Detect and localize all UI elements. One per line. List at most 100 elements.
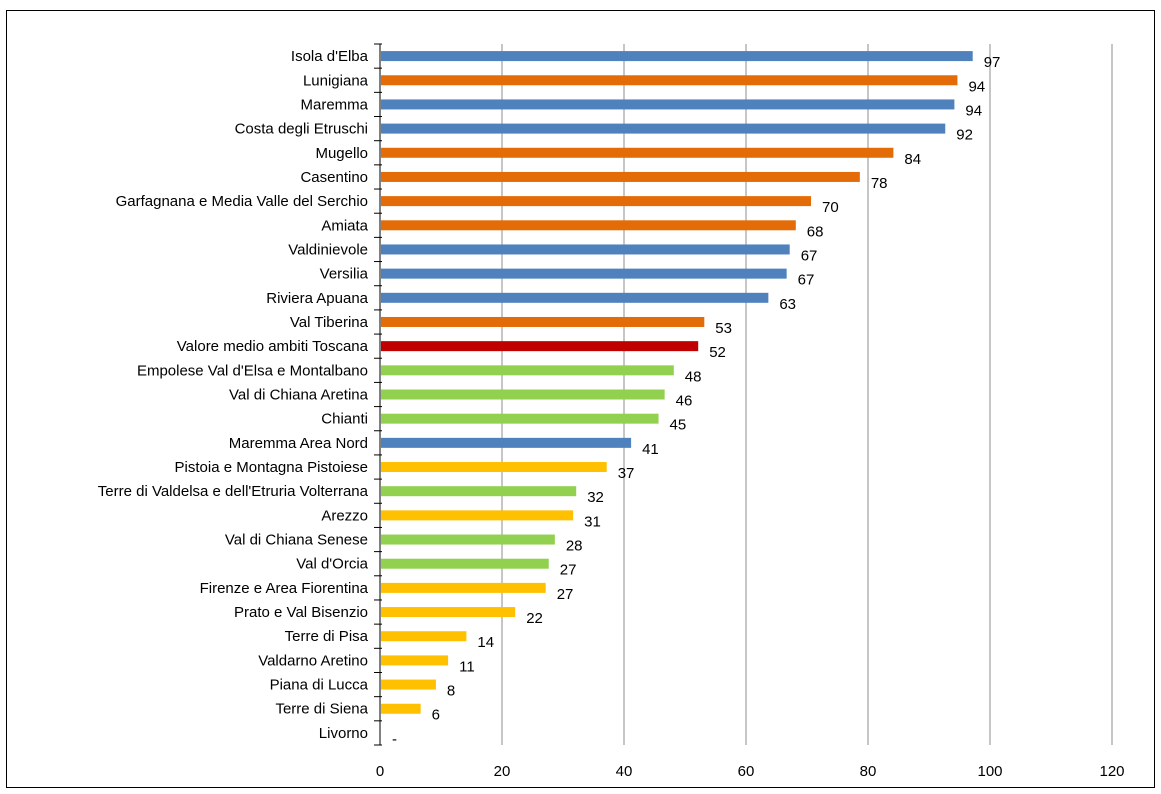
category-label: Versilia xyxy=(320,266,369,283)
bar xyxy=(381,462,607,473)
value-label: 22 xyxy=(526,610,543,627)
x-tick-label: 60 xyxy=(738,763,755,780)
value-label: 28 xyxy=(566,538,583,555)
bar xyxy=(381,486,577,497)
x-tick-label: 40 xyxy=(616,763,633,780)
value-labels: 9794949284787068676763535248464541373231… xyxy=(392,54,1000,748)
category-label: Riviera Apuana xyxy=(266,290,368,307)
category-label: Valdarno Aretino xyxy=(258,652,368,669)
category-label: Casentino xyxy=(300,169,368,186)
bar xyxy=(381,365,674,376)
bar xyxy=(381,655,449,666)
value-label: 70 xyxy=(822,199,839,216)
value-label: 6 xyxy=(432,707,440,724)
bar xyxy=(381,220,796,231)
value-label: 97 xyxy=(984,54,1001,71)
value-label: 68 xyxy=(807,223,824,240)
value-label: 41 xyxy=(642,441,659,458)
category-label: Isola d'Elba xyxy=(291,48,369,65)
value-label: 48 xyxy=(685,368,702,385)
bar xyxy=(381,582,546,593)
category-label: Livorno xyxy=(319,725,368,742)
category-label: Lunigiana xyxy=(303,72,369,89)
bar xyxy=(381,147,894,158)
value-label: 67 xyxy=(801,247,818,264)
bar xyxy=(381,679,436,690)
category-label: Terre di Pisa xyxy=(285,628,369,645)
bar xyxy=(381,75,958,86)
value-label: 94 xyxy=(965,102,982,119)
category-label: Valdinievole xyxy=(288,241,368,258)
value-label: 78 xyxy=(871,175,888,192)
bar-chart: Isola d'Elba Lunigiana Maremma Costa degli … xyxy=(98,43,1125,780)
x-tick-label: 100 xyxy=(977,763,1002,780)
category-label: Firenze e Area Fiorentina xyxy=(200,580,369,597)
category-label: Amiata xyxy=(321,217,368,234)
value-label: 63 xyxy=(779,296,796,313)
gridlines xyxy=(501,44,1113,745)
bar xyxy=(381,316,705,327)
category-label: Garfagnana e Media Valle del Serchio xyxy=(116,193,368,210)
chart-frame: Isola d'Elba Lunigiana Maremma Costa degli … xyxy=(6,10,1155,788)
category-labels: Isola d'Elba Lunigiana Maremma Costa degli … xyxy=(98,48,369,742)
x-tick-label: 120 xyxy=(1099,763,1124,780)
value-label: 8 xyxy=(447,683,455,700)
category-label: Terre di Valdelsa e dell'Etruria Volterr… xyxy=(98,483,369,500)
bar xyxy=(381,631,467,642)
value-label: 37 xyxy=(618,465,635,482)
category-label: Pistoia e Montagna Pistoiese xyxy=(175,459,368,476)
bar xyxy=(381,413,659,424)
x-tick-label: 80 xyxy=(860,763,877,780)
value-label: 14 xyxy=(477,634,494,651)
category-label: Val di Chiana Senese xyxy=(225,532,368,549)
bar xyxy=(381,510,574,521)
value-label: 94 xyxy=(968,78,985,95)
category-label: Val d'Orcia xyxy=(296,556,368,573)
value-label: 45 xyxy=(670,417,687,434)
bar xyxy=(381,558,549,569)
bar xyxy=(381,389,665,400)
category-label: Prato e Val Bisenzio xyxy=(234,604,368,621)
value-label: 53 xyxy=(715,320,732,337)
bar xyxy=(381,99,955,110)
x-tick-label: 20 xyxy=(494,763,511,780)
category-axis xyxy=(374,43,382,746)
value-label: 46 xyxy=(676,393,693,410)
category-label: Mugello xyxy=(315,145,368,162)
category-label: Arezzo xyxy=(321,507,368,524)
value-label: 11 xyxy=(459,658,475,675)
x-tick-label: 0 xyxy=(376,763,384,780)
value-label: 67 xyxy=(798,272,815,289)
category-label: Empolese Val d'Elsa e Montalbano xyxy=(137,362,368,379)
bar xyxy=(381,268,787,279)
bar xyxy=(381,123,946,134)
category-label: Maremma xyxy=(300,96,368,113)
value-label: 52 xyxy=(709,344,726,361)
value-label: - xyxy=(392,731,397,748)
bar xyxy=(381,51,973,62)
category-label: Costa degli Etruschi xyxy=(235,121,368,138)
category-label: Piana di Lucca xyxy=(270,677,369,694)
value-label: 27 xyxy=(560,562,577,579)
value-label: 92 xyxy=(956,127,973,144)
bar xyxy=(381,171,860,182)
x-axis-ticks: 0 20 40 60 80 100 120 xyxy=(376,763,1125,780)
category-label: Val Tiberina xyxy=(290,314,369,331)
bar xyxy=(381,341,699,352)
bar xyxy=(381,292,769,303)
bar xyxy=(381,437,632,448)
category-label: Terre di Siena xyxy=(275,701,368,718)
bar xyxy=(381,607,516,618)
value-label: 84 xyxy=(904,151,921,168)
value-label: 32 xyxy=(587,489,604,506)
value-label: 27 xyxy=(557,586,574,603)
bar xyxy=(381,196,812,207)
bars xyxy=(381,51,973,714)
bar xyxy=(381,534,555,545)
category-label: Valore medio ambiti Toscana xyxy=(177,338,369,355)
bar xyxy=(381,244,790,255)
value-label: 31 xyxy=(584,513,601,530)
bar xyxy=(381,703,421,714)
category-label: Maremma Area Nord xyxy=(229,435,368,452)
category-label: Val di Chiana Aretina xyxy=(229,387,369,404)
